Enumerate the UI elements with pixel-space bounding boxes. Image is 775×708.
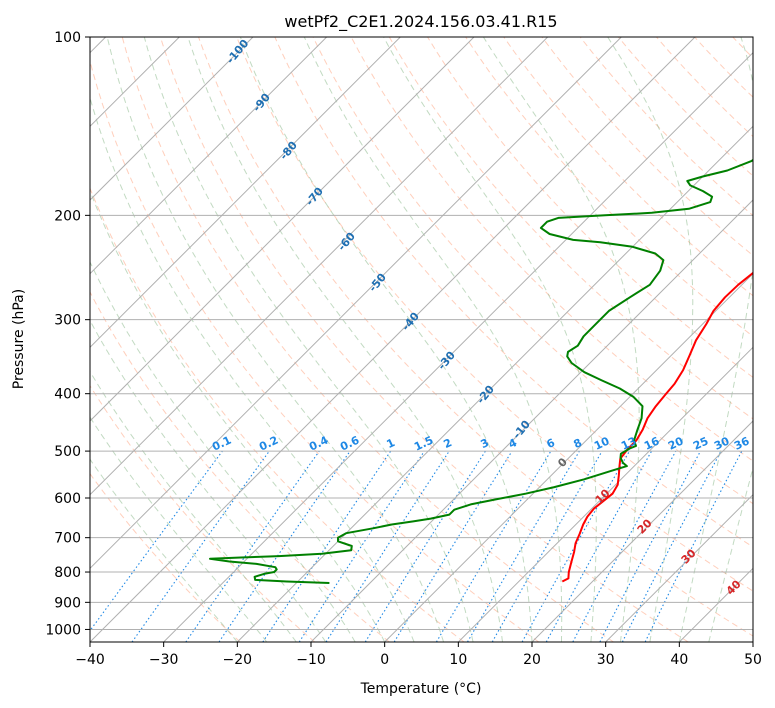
dry-adiabat-line	[274, 37, 753, 548]
profile-lines	[209, 158, 753, 584]
mixing-ratio-label: 36	[732, 434, 752, 452]
mixing-ratio-line	[298, 450, 425, 642]
mixing-ratio-line	[325, 450, 450, 642]
moist-adiabat-line	[239, 37, 533, 642]
mixing-ratio-line	[393, 450, 513, 642]
isotherm-line	[605, 493, 753, 642]
mixing-ratio-line	[572, 450, 677, 642]
x-tick-label: 0	[380, 652, 389, 668]
dry-adiabat-line	[90, 291, 390, 642]
isotherm-line	[384, 272, 753, 642]
mixing-ratio-line	[545, 450, 653, 642]
x-tick-label: −20	[223, 652, 253, 668]
axes: −40 −30 −20 −10 0 10 20 30 40 50 100 200 300 400 500 60…	[45, 30, 762, 668]
dry-adiabat-line	[236, 37, 753, 592]
isotherm-line	[90, 37, 549, 496]
plot-frame	[89, 36, 754, 643]
isotherm-line	[90, 37, 696, 642]
isotherm-line	[531, 420, 753, 642]
y-tick-label: 500	[54, 444, 81, 460]
dry-adiabat-line	[426, 37, 753, 378]
moist-adiabat-line	[90, 458, 238, 642]
y-tick-label: 400	[54, 387, 81, 403]
dry-adiabat-line	[121, 37, 614, 642]
moist-adiabat-line	[708, 466, 753, 642]
moist-adiabat-line	[90, 319, 327, 642]
moist-adiabat-line	[90, 260, 356, 642]
x-tick-label: −40	[75, 652, 105, 668]
x-tick-label: 30	[597, 652, 615, 668]
moist-adiabat-line	[106, 37, 445, 642]
isotherm-line	[90, 37, 401, 349]
isotherm-line	[163, 51, 753, 642]
x-axis-title: Temperature (°C)	[360, 681, 482, 697]
isotherm-line	[457, 346, 753, 642]
temperature-profile-line	[561, 271, 753, 583]
mixing-ratio-line	[90, 450, 223, 632]
mixing-ratio-label: 30	[712, 434, 732, 452]
x-tick-label: 50	[744, 652, 762, 668]
mixing-ratio-line	[185, 450, 320, 642]
dry-adiabat-line	[388, 37, 753, 420]
dry-adiabat-line	[90, 384, 316, 642]
mixing-ratio-label: 10	[592, 434, 612, 452]
dewpoint-profile-line	[209, 158, 753, 584]
y-axis-title: Pressure (hPa)	[11, 289, 27, 389]
y-tick-label: 900	[54, 595, 81, 611]
moist-adiabat-line	[607, 37, 694, 642]
dry-adiabat-line	[465, 37, 753, 337]
x-tick-label: 10	[449, 652, 467, 668]
y-tick-label: 300	[54, 313, 81, 329]
chart-title: wetPf2_C2E1.2024.156.03.41.R15	[284, 12, 557, 32]
dry-adiabat-line	[312, 37, 753, 505]
moist-adiabat-line	[482, 37, 640, 642]
moist-adiabat-line	[90, 370, 297, 642]
isotherm-line	[90, 37, 622, 570]
mixing-ratio-label: 13	[619, 434, 638, 452]
dry-adiabat-line	[90, 59, 540, 642]
dry-adiabat-line	[90, 472, 241, 642]
isotherm-line	[90, 37, 328, 275]
mixing-ratio-line	[644, 450, 743, 642]
moist-adiabat-line	[90, 416, 268, 642]
x-tick-label: −30	[149, 652, 179, 668]
y-tick-label: 200	[54, 208, 81, 224]
dry-adiabat-line	[159, 37, 689, 642]
y-tick-label: 800	[54, 565, 81, 581]
isotherm-line	[90, 37, 254, 201]
mixing-ratio-label: 16	[642, 434, 662, 452]
moist-adiabat-line	[383, 37, 597, 642]
y-tick-label: 1000	[45, 622, 81, 638]
moist-adiabat-line	[678, 37, 753, 642]
y-tick-label: 700	[54, 531, 81, 547]
dry-adiabat-line	[350, 37, 753, 462]
x-tick-label: 20	[523, 652, 541, 668]
dry-adiabat-line	[90, 187, 465, 642]
y-tick-label: 100	[54, 30, 81, 46]
x-tick-label: −10	[296, 652, 326, 668]
isotherm-line	[310, 199, 753, 642]
moist-adiabat-line	[143, 37, 474, 642]
mixing-ratio-label: 20	[666, 434, 686, 452]
x-tick-label: 40	[670, 652, 688, 668]
background-lines	[90, 37, 753, 642]
mixing-ratio-label: 25	[691, 434, 710, 452]
plot-area	[90, 37, 753, 642]
moist-adiabat-line	[90, 189, 386, 642]
mixing-ratio-line	[262, 450, 392, 642]
mixing-ratio-line	[218, 450, 351, 642]
isotherm-line	[90, 37, 475, 422]
mixing-ratio-line	[131, 450, 270, 642]
moist-adiabat-line	[187, 37, 503, 642]
y-tick-label: 600	[54, 491, 81, 507]
mixing-ratio-line	[521, 450, 630, 642]
